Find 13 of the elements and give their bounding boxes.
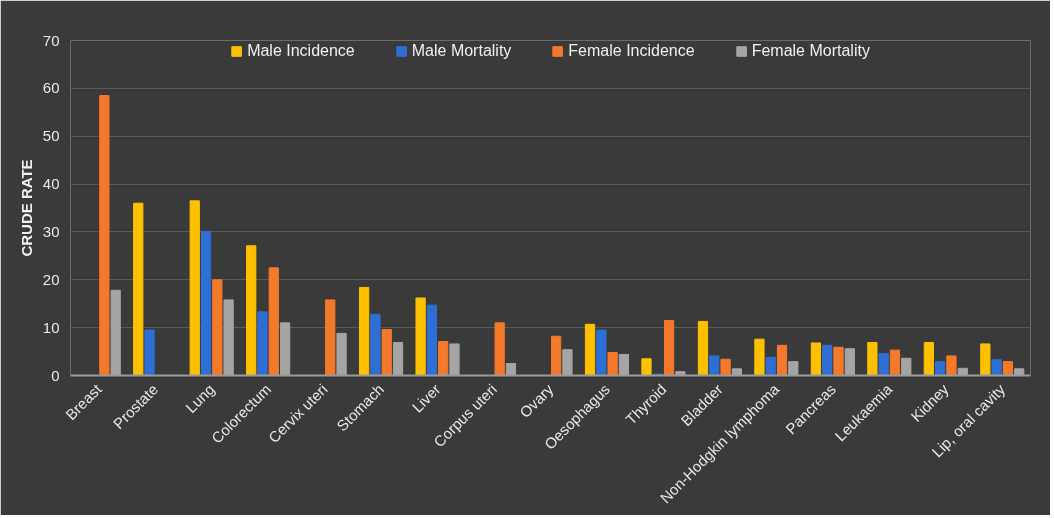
y-tick-label: 20 xyxy=(42,270,60,288)
y-tick-label: 40 xyxy=(42,175,60,193)
y-axis-title: CRUDE RATE xyxy=(17,159,35,257)
y-tick-label: 60 xyxy=(42,79,60,97)
y-tick-label: 50 xyxy=(42,127,60,145)
legend-label: Male Incidence xyxy=(247,42,355,60)
y-tick-label: 0 xyxy=(51,366,60,384)
legend-label: Female Incidence xyxy=(568,42,695,60)
y-tick-label: 30 xyxy=(42,222,60,240)
y-tick-label: 10 xyxy=(42,318,60,336)
legend-label: Female Mortality xyxy=(751,42,870,60)
legend-label: Male Mortality xyxy=(411,42,512,60)
y-tick-label: 70 xyxy=(42,31,60,49)
